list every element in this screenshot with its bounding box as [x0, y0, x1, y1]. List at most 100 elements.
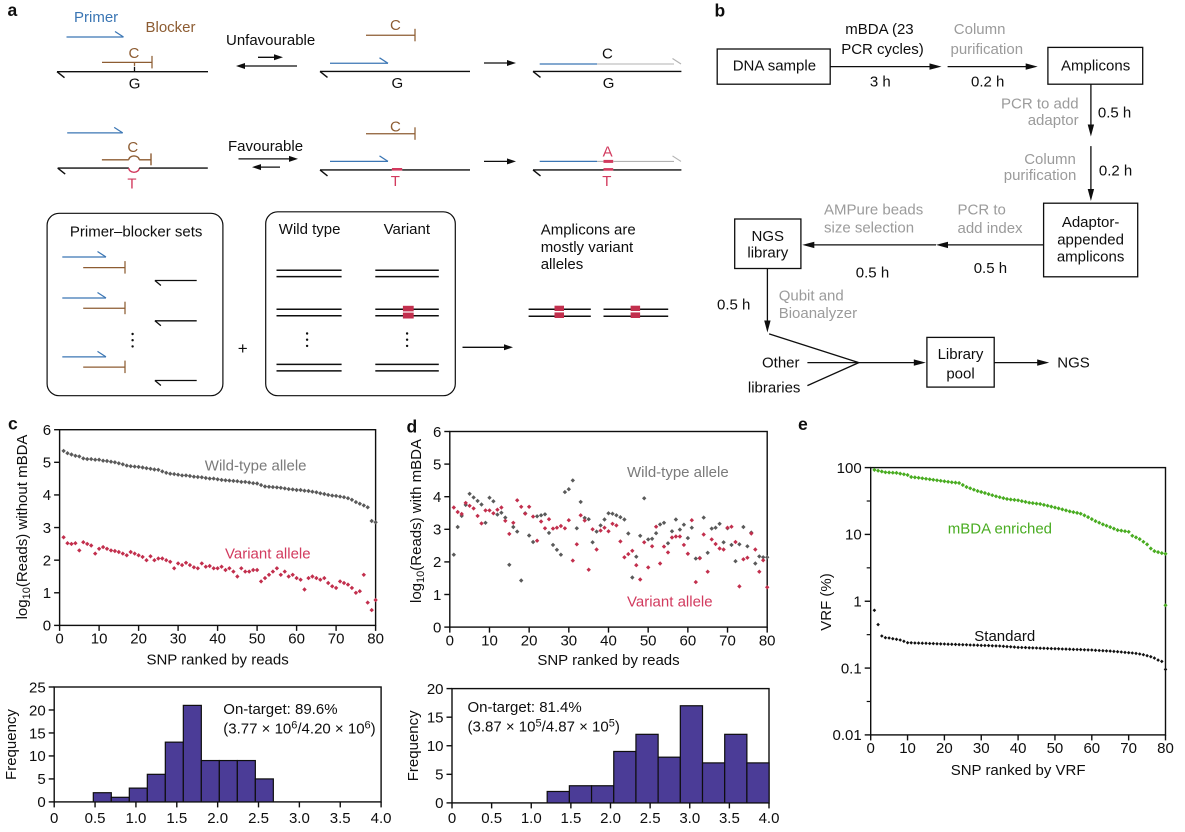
svg-text:0: 0	[43, 618, 51, 635]
svg-text:Amplicons are: Amplicons are	[541, 222, 636, 239]
svg-text:C: C	[390, 119, 401, 136]
svg-text:amplicons: amplicons	[1057, 249, 1125, 266]
svg-text:5: 5	[433, 456, 441, 473]
svg-text:3.0: 3.0	[679, 810, 700, 827]
svg-text:40: 40	[1010, 740, 1027, 757]
svg-text:C: C	[129, 45, 140, 62]
svg-text:1.0: 1.0	[521, 810, 542, 827]
svg-text:80: 80	[1157, 740, 1174, 757]
svg-text:50: 50	[1047, 740, 1064, 757]
svg-text:20: 20	[936, 740, 953, 757]
svg-text:20: 20	[29, 702, 46, 719]
svg-text:0.5 h: 0.5 h	[974, 260, 1007, 277]
svg-text:4: 4	[43, 487, 51, 504]
svg-text:SNP ranked by VRF: SNP ranked by VRF	[951, 762, 1086, 779]
svg-text:0: 0	[446, 632, 454, 649]
svg-text:purification: purification	[951, 41, 1024, 58]
svg-text:pool: pool	[946, 365, 974, 382]
svg-text:Bioanalyzer: Bioanalyzer	[779, 305, 857, 322]
svg-text:mBDA (23: mBDA (23	[845, 21, 913, 38]
svg-text:G: G	[603, 75, 615, 92]
svg-text:4.0: 4.0	[371, 810, 392, 827]
svg-text:15: 15	[29, 725, 46, 742]
svg-text:mBDA enriched: mBDA enriched	[948, 521, 1052, 538]
svg-text:0.5: 0.5	[481, 810, 502, 827]
svg-text:PCR cycles): PCR cycles)	[841, 41, 924, 58]
svg-text:0: 0	[50, 810, 58, 827]
svg-text:50: 50	[249, 631, 266, 648]
svg-text:0.2 h: 0.2 h	[1099, 163, 1132, 180]
svg-text:15: 15	[427, 709, 444, 726]
svg-text:A: A	[603, 143, 613, 160]
svg-text:mostly variant: mostly variant	[541, 239, 634, 256]
svg-text:G: G	[129, 76, 141, 93]
svg-text:10: 10	[91, 631, 108, 648]
svg-text:6: 6	[43, 422, 51, 439]
svg-text:2.0: 2.0	[207, 810, 228, 827]
svg-text:b: b	[715, 0, 726, 20]
svg-text:PCR to: PCR to	[958, 202, 1006, 219]
svg-text:log10(Reads) without mBDA: log10(Reads) without mBDA	[14, 435, 33, 620]
svg-text:5: 5	[43, 455, 51, 472]
svg-text:10: 10	[845, 527, 862, 544]
svg-text:0.01: 0.01	[832, 727, 861, 744]
svg-text:70: 70	[1120, 740, 1137, 757]
svg-text:0.5 h: 0.5 h	[717, 297, 750, 314]
svg-text:add index: add index	[958, 220, 1024, 237]
svg-text:C: C	[127, 139, 138, 156]
svg-text:T: T	[391, 173, 400, 190]
svg-text:AMPure beads: AMPure beads	[824, 202, 923, 219]
svg-text:3 h: 3 h	[870, 74, 891, 91]
svg-text:70: 70	[328, 631, 345, 648]
svg-text:+: +	[238, 339, 248, 358]
svg-text:Column: Column	[954, 21, 1006, 38]
svg-text:20: 20	[130, 631, 147, 648]
svg-text:30: 30	[560, 632, 577, 649]
svg-text:0.5 h: 0.5 h	[1098, 105, 1131, 122]
svg-text:size selection: size selection	[824, 220, 914, 237]
svg-text:100: 100	[837, 460, 862, 477]
svg-text:25: 25	[29, 679, 46, 696]
svg-text:On-target: 89.6%: On-target: 89.6%	[223, 701, 337, 718]
svg-text:a: a	[8, 0, 18, 20]
svg-text:C: C	[390, 17, 401, 34]
svg-text:1.5: 1.5	[560, 810, 581, 827]
svg-text:3: 3	[43, 520, 51, 537]
svg-text:10: 10	[481, 632, 498, 649]
svg-text:VRF (%): VRF (%)	[818, 573, 835, 631]
svg-text:libraries: libraries	[748, 379, 801, 396]
svg-text:2.5: 2.5	[248, 810, 269, 827]
svg-text:T: T	[127, 176, 136, 193]
svg-text:2.5: 2.5	[640, 810, 661, 827]
svg-text:Variant allele: Variant allele	[225, 546, 311, 563]
svg-text:Standard: Standard	[974, 628, 1035, 645]
svg-text:60: 60	[288, 631, 305, 648]
svg-text:log10(Reads) with mBDA: log10(Reads) with mBDA	[408, 439, 427, 603]
svg-text:2.0: 2.0	[600, 810, 621, 827]
svg-text:library: library	[747, 245, 788, 262]
svg-text:0.5: 0.5	[85, 810, 106, 827]
svg-text:0: 0	[867, 740, 875, 757]
svg-text:0: 0	[448, 810, 456, 827]
svg-text:20: 20	[521, 632, 538, 649]
svg-text:40: 40	[600, 632, 617, 649]
svg-text:3.5: 3.5	[719, 810, 740, 827]
svg-text:(3.87 × 105/4.87 × 105): (3.87 × 105/4.87 × 105)	[468, 718, 620, 736]
svg-text:Frequency: Frequency	[405, 710, 422, 781]
svg-text:0: 0	[433, 619, 441, 636]
svg-text:5: 5	[435, 767, 443, 784]
svg-text:80: 80	[367, 631, 384, 648]
svg-text:adaptor: adaptor	[1028, 112, 1079, 129]
svg-text:2: 2	[433, 554, 441, 571]
svg-text:e: e	[798, 414, 808, 434]
svg-text:70: 70	[719, 632, 736, 649]
svg-text:0: 0	[435, 795, 443, 812]
svg-text:5: 5	[37, 771, 45, 788]
svg-text:0.5 h: 0.5 h	[856, 264, 889, 281]
svg-text:c: c	[8, 413, 18, 433]
svg-text:20: 20	[427, 681, 444, 698]
svg-text:(3.77 × 106/4.20 × 106): (3.77 × 106/4.20 × 106)	[223, 720, 375, 738]
svg-text:0.1: 0.1	[841, 660, 862, 677]
svg-text:40: 40	[209, 631, 226, 648]
svg-text:alleles: alleles	[541, 256, 584, 273]
